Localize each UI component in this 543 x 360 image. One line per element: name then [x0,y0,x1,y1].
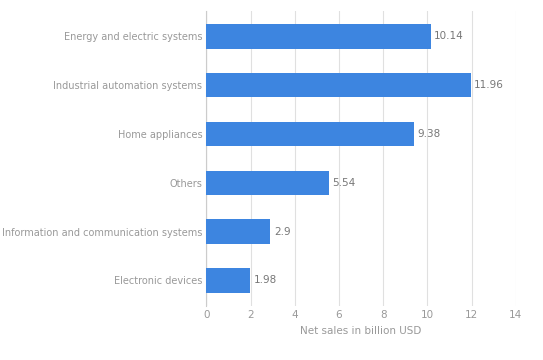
Bar [206,122,414,146]
Text: 9.38: 9.38 [417,129,440,139]
Bar [206,219,270,244]
Text: 11.96: 11.96 [474,80,504,90]
Text: 10.14: 10.14 [434,31,464,41]
Text: 1.98: 1.98 [254,275,277,285]
Text: 5.54: 5.54 [332,178,355,188]
Bar [206,73,471,98]
X-axis label: Net sales in billion USD: Net sales in billion USD [300,326,422,336]
Bar [206,171,329,195]
Bar [206,268,250,293]
Bar [206,24,431,49]
Text: 2.9: 2.9 [274,226,291,237]
